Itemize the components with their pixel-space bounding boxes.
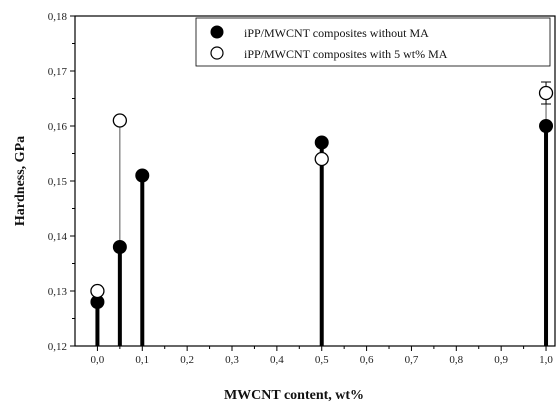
y-tick-label-0: 0,12 (48, 341, 67, 353)
y-axis-title: Hardness, GPa (13, 136, 28, 226)
point-without-ma-2 (135, 168, 150, 183)
y-tick-label-1: 0,13 (48, 286, 68, 298)
point-without-ma-1 (112, 240, 127, 254)
legend-marker-with-ma (210, 46, 224, 60)
point-with-ma-1 (112, 113, 128, 128)
legend-marker-without-ma (210, 25, 224, 39)
x-axis-title: MWCNT content, wt% (224, 388, 364, 403)
x-tick-label-6: 0,6 (360, 354, 374, 366)
x-tick-label-2: 0,2 (180, 354, 194, 366)
y-tick-label-6: 0,18 (48, 11, 68, 23)
x-tick-label-5: 0,5 (315, 354, 329, 366)
x-tick-label-8: 0,8 (449, 354, 463, 366)
y-tick-label-3: 0,15 (48, 176, 68, 188)
x-tick-label-10: 1,0 (539, 354, 553, 366)
y-tick-label-4: 0,16 (48, 121, 68, 133)
point-without-ma-3 (314, 135, 329, 150)
y-tick-label-5: 0,17 (48, 66, 68, 78)
x-tick-label-9: 0,9 (494, 354, 508, 366)
legend: iPP/MWCNT composites without MA iPP/MWCN… (195, 17, 551, 67)
point-with-ma-0 (90, 283, 105, 299)
point-with-ma-2 (314, 151, 329, 167)
x-tick-label-0: 0,0 (91, 354, 105, 366)
legend-label-with-ma: iPP/MWCNT composites with 5 wt% MA (244, 47, 448, 61)
y-axis-ticks: 0,12 0,13 0,14 0,15 0,16 0,17 0,18 (48, 11, 75, 353)
legend-box (195, 17, 551, 67)
x-axis-ticks: 0,0 0,1 0,2 0,3 0,4 0,5 0,6 0,7 0,8 0,9 1,0 (91, 346, 553, 366)
point-with-ma-3 (538, 85, 554, 101)
markers (90, 85, 554, 309)
x-tick-label-7: 0,7 (405, 354, 419, 366)
x-tick-label-3: 0,3 (225, 354, 239, 366)
legend-label-without-ma: iPP/MWCNT composites without MA (244, 26, 429, 40)
x-tick-label-1: 0,1 (135, 354, 149, 366)
drop-lines (95, 93, 549, 346)
x-tick-label-4: 0,4 (270, 354, 284, 366)
point-without-ma-4 (539, 119, 554, 133)
y-tick-label-2: 0,14 (48, 231, 68, 243)
